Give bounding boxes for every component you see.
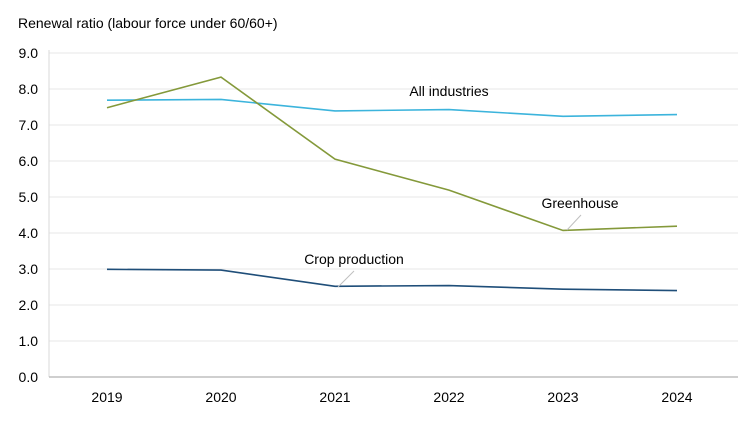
- series-line-greenhouse: [106, 76, 678, 232]
- y-tick-label: 2.0: [19, 297, 39, 313]
- y-tick-label: 5.0: [19, 189, 39, 205]
- x-tick-label: 2019: [91, 389, 122, 405]
- y-axis-title: Renewal ratio (labour force under 60/60+…: [18, 15, 278, 31]
- series-line-crop-production: [106, 268, 678, 292]
- y-tick-label: 0.0: [19, 369, 39, 385]
- label-leader-line: [337, 270, 355, 288]
- label-leader-line: [566, 214, 582, 231]
- y-tick-label: 8.0: [19, 81, 39, 97]
- x-tick-label: 2021: [319, 389, 350, 405]
- series-label: Crop production: [304, 251, 404, 267]
- series-label: Greenhouse: [541, 195, 618, 211]
- x-tick-label: 2023: [547, 389, 578, 405]
- series-line-all-industries: [106, 98, 678, 118]
- y-tick-label: 9.0: [19, 45, 39, 61]
- y-tick-label: 7.0: [19, 117, 39, 133]
- x-tick-label: 2022: [433, 389, 464, 405]
- x-tick-label: 2024: [661, 389, 692, 405]
- y-tick-label: 6.0: [19, 153, 39, 169]
- series-label: All industries: [409, 83, 488, 99]
- y-tick-label: 4.0: [19, 225, 39, 241]
- y-tick-label: 1.0: [19, 333, 39, 349]
- x-tick-label: 2020: [205, 389, 236, 405]
- y-tick-label: 3.0: [19, 261, 39, 277]
